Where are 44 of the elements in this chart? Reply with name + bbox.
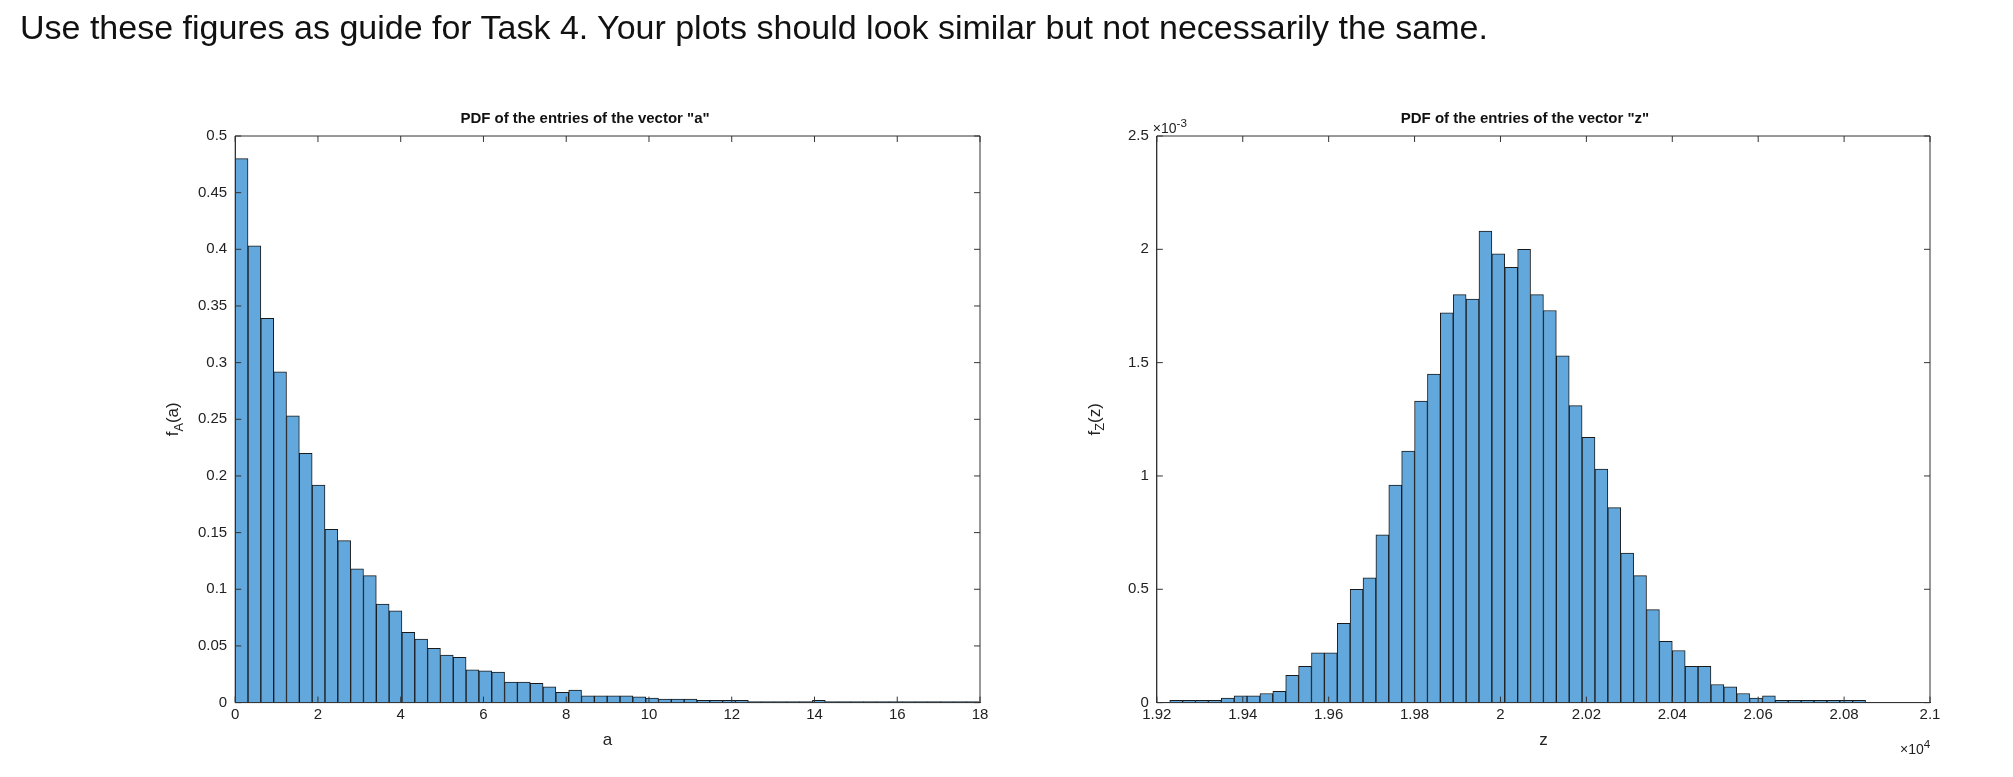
x-tick-label: 12 bbox=[723, 704, 741, 722]
x-tick-label: 1.94 bbox=[1228, 704, 1258, 722]
x-tick-label: 1.98 bbox=[1399, 704, 1430, 722]
text: ×10$^{-3}$ bbox=[1152, 116, 1187, 136]
y-tick-label: 2.5 bbox=[1127, 126, 1149, 144]
chart-title: PDF of the entries of the vector "z" bbox=[1400, 109, 1650, 127]
y-tick-label: 2 bbox=[1140, 239, 1149, 257]
x-tick-label: 2 bbox=[1496, 704, 1505, 722]
y-tick-label: 0.3 bbox=[206, 352, 228, 370]
x-tick-label: 1.96 bbox=[1314, 704, 1344, 722]
x-tick-label: 16 bbox=[888, 704, 906, 722]
x-tick-label: 2 bbox=[313, 704, 323, 722]
x-tick-label: 14 bbox=[806, 704, 823, 722]
y-tick-label: 1 bbox=[1140, 466, 1149, 484]
y-tick-label: 0.1 bbox=[206, 579, 228, 597]
x-tick-label: 4 bbox=[396, 704, 405, 722]
y-tick-label: 0.2 bbox=[206, 466, 228, 484]
text: Use these figures as guide for Task 4. Your plots should look similar but not necessarily the same. bbox=[20, 8, 1488, 47]
x-axis-title: a bbox=[602, 730, 613, 750]
x-tick-label: 2.06 bbox=[1743, 704, 1773, 722]
x-tick-label: 10 bbox=[640, 704, 658, 722]
y-tick-label: 0.35 bbox=[197, 296, 228, 314]
y-tick-label: 0.05 bbox=[197, 636, 228, 654]
y-tick-label: 0.4 bbox=[206, 239, 228, 257]
chart-title: PDF of the entries of the vector "a" bbox=[460, 109, 710, 127]
y-axis-title: fZ(z) bbox=[1084, 403, 1108, 436]
x-tick-label: 2.02 bbox=[1571, 704, 1601, 722]
x-axis-title: z bbox=[1539, 730, 1548, 750]
y-tick-label: 0.5 bbox=[1127, 579, 1149, 597]
y-tick-label: 1.5 bbox=[1127, 352, 1149, 370]
y-axis-title: fA(a) bbox=[162, 402, 186, 437]
y-tick-label: 0.45 bbox=[197, 182, 228, 200]
x-tick-label: 8 bbox=[562, 704, 571, 722]
x-tick-label: 6 bbox=[479, 704, 488, 722]
x-tick-label: 2.08 bbox=[1829, 704, 1859, 722]
x-tick-label: 2.04 bbox=[1657, 704, 1687, 722]
x-tick-label: 2.1 bbox=[1919, 704, 1941, 722]
y-tick-label: 0.5 bbox=[206, 126, 228, 144]
x-tick-label: 0 bbox=[231, 704, 240, 722]
y-tick-label: 0.15 bbox=[197, 522, 228, 540]
y-tick-label: 0 bbox=[218, 692, 228, 710]
text: ×10$^{4}$ bbox=[1900, 736, 1931, 757]
x-tick-label: 18 bbox=[971, 704, 989, 722]
y-tick-label: 0.25 bbox=[197, 409, 228, 427]
